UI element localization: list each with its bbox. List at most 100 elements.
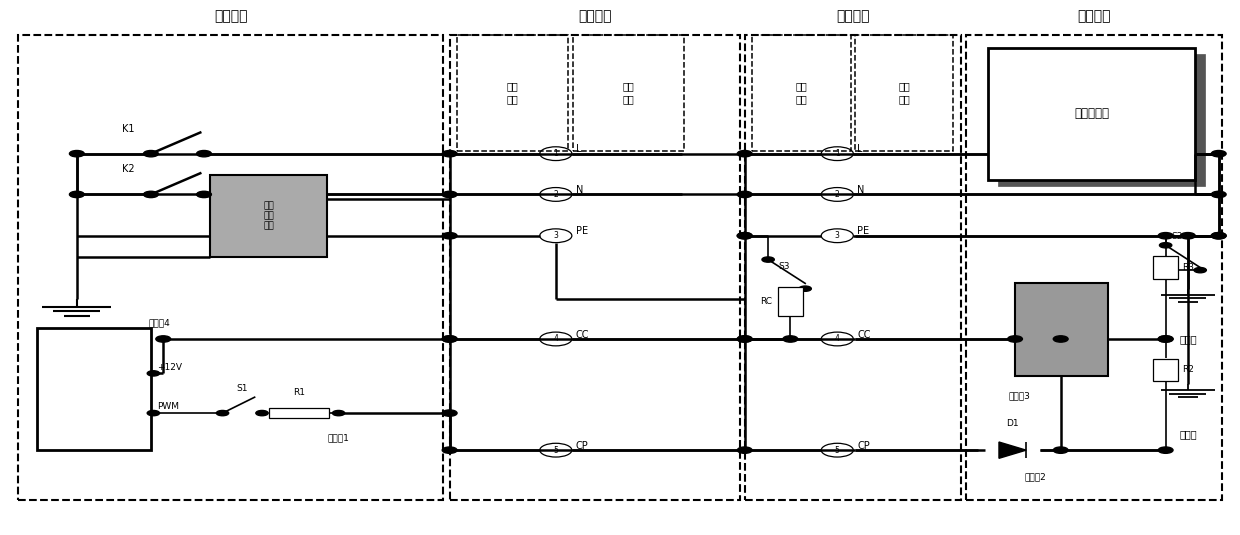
- Text: 5: 5: [835, 446, 839, 455]
- Circle shape: [1211, 233, 1226, 239]
- Bar: [854, 35, 954, 151]
- Circle shape: [443, 336, 458, 342]
- Bar: [1153, 256, 1178, 279]
- Bar: [37, 328, 151, 450]
- Circle shape: [738, 233, 753, 239]
- Text: 4: 4: [835, 334, 839, 343]
- Circle shape: [144, 150, 159, 157]
- Text: 供电设备: 供电设备: [213, 9, 247, 23]
- Circle shape: [197, 150, 211, 157]
- Circle shape: [799, 286, 811, 292]
- Circle shape: [148, 410, 160, 416]
- Text: 设备地: 设备地: [68, 349, 86, 360]
- Text: 5: 5: [553, 446, 558, 455]
- Text: PWM: PWM: [157, 402, 179, 411]
- Circle shape: [443, 447, 458, 453]
- Text: R3: R3: [1182, 263, 1194, 272]
- Text: 电动汽车: 电动汽车: [1078, 9, 1111, 23]
- Text: 漏电
蓄保
护器: 漏电 蓄保 护器: [263, 201, 274, 231]
- Text: L: L: [575, 144, 582, 155]
- Bar: [745, 35, 961, 500]
- Circle shape: [1211, 233, 1226, 239]
- Bar: [210, 175, 327, 257]
- Circle shape: [332, 410, 345, 416]
- Text: 3: 3: [835, 231, 839, 240]
- Text: 供电
插座: 供电 插座: [507, 81, 518, 104]
- Text: L: L: [857, 144, 863, 155]
- Text: 供电
插头: 供电 插头: [622, 81, 635, 104]
- Circle shape: [761, 257, 774, 262]
- Circle shape: [216, 410, 228, 416]
- Text: R2: R2: [1182, 365, 1194, 374]
- Text: 车辆
控制
装置: 车辆 控制 装置: [1056, 315, 1066, 345]
- Text: CP: CP: [575, 441, 588, 451]
- Text: 2: 2: [553, 190, 558, 199]
- Text: D1: D1: [1006, 419, 1019, 428]
- Text: +12V: +12V: [157, 363, 182, 371]
- Text: 车辆
插座: 车辆 插座: [898, 81, 910, 104]
- Bar: [966, 35, 1223, 500]
- Circle shape: [1194, 268, 1207, 273]
- Circle shape: [738, 336, 753, 342]
- Bar: [1016, 284, 1107, 376]
- Bar: [17, 35, 444, 500]
- Text: CC: CC: [575, 330, 589, 340]
- Circle shape: [1211, 191, 1226, 197]
- Text: CP: CP: [857, 441, 869, 451]
- Circle shape: [1159, 242, 1172, 248]
- Text: R1: R1: [293, 388, 305, 397]
- Text: 车辆
插头: 车辆 插头: [796, 81, 807, 104]
- Circle shape: [197, 191, 211, 197]
- Text: CC: CC: [857, 330, 870, 340]
- Circle shape: [738, 150, 753, 157]
- Circle shape: [443, 191, 458, 197]
- Text: PE: PE: [575, 226, 588, 236]
- Circle shape: [1053, 447, 1068, 453]
- Text: N: N: [857, 185, 864, 195]
- Circle shape: [443, 336, 458, 342]
- Text: 检测点3: 检测点3: [1009, 391, 1030, 400]
- Circle shape: [1158, 447, 1173, 453]
- Text: 3: 3: [553, 231, 558, 240]
- Text: 车载充电机: 车载充电机: [1074, 108, 1109, 120]
- Text: K1: K1: [123, 124, 135, 134]
- Text: 车身地: 车身地: [1179, 429, 1197, 439]
- Text: 2: 2: [835, 190, 839, 199]
- Circle shape: [1158, 336, 1173, 342]
- Bar: [269, 408, 329, 418]
- Circle shape: [782, 336, 797, 342]
- Bar: [1153, 358, 1178, 381]
- Circle shape: [144, 191, 159, 197]
- Bar: [573, 35, 684, 151]
- Text: 车辆接口: 车辆接口: [836, 9, 869, 23]
- Text: 检测点2: 检测点2: [1025, 472, 1047, 482]
- Text: 供电接口: 供电接口: [578, 9, 611, 23]
- Polygon shape: [999, 442, 1027, 458]
- Circle shape: [69, 191, 84, 197]
- Circle shape: [443, 410, 458, 416]
- Circle shape: [255, 410, 268, 416]
- Circle shape: [1158, 233, 1173, 239]
- Text: PE: PE: [857, 226, 869, 236]
- Circle shape: [738, 191, 753, 197]
- Text: S3: S3: [777, 262, 790, 271]
- Text: 检测点4: 检测点4: [149, 318, 170, 327]
- Text: S2: S2: [1172, 232, 1183, 241]
- Text: 4: 4: [553, 334, 558, 343]
- Text: 1: 1: [553, 149, 558, 158]
- Text: 供电
控制
装置: 供电 控制 装置: [88, 373, 100, 406]
- Text: 检测点1: 检测点1: [327, 433, 350, 442]
- Circle shape: [1180, 233, 1195, 239]
- Circle shape: [1053, 336, 1068, 342]
- Bar: [998, 54, 1205, 187]
- Circle shape: [69, 150, 84, 157]
- Text: S1: S1: [237, 384, 248, 393]
- Text: 1: 1: [835, 149, 839, 158]
- Circle shape: [738, 447, 753, 453]
- Circle shape: [443, 150, 458, 157]
- Circle shape: [738, 336, 753, 342]
- Text: N: N: [575, 185, 583, 195]
- Circle shape: [1158, 336, 1173, 342]
- Text: K2: K2: [123, 164, 135, 174]
- Circle shape: [443, 233, 458, 239]
